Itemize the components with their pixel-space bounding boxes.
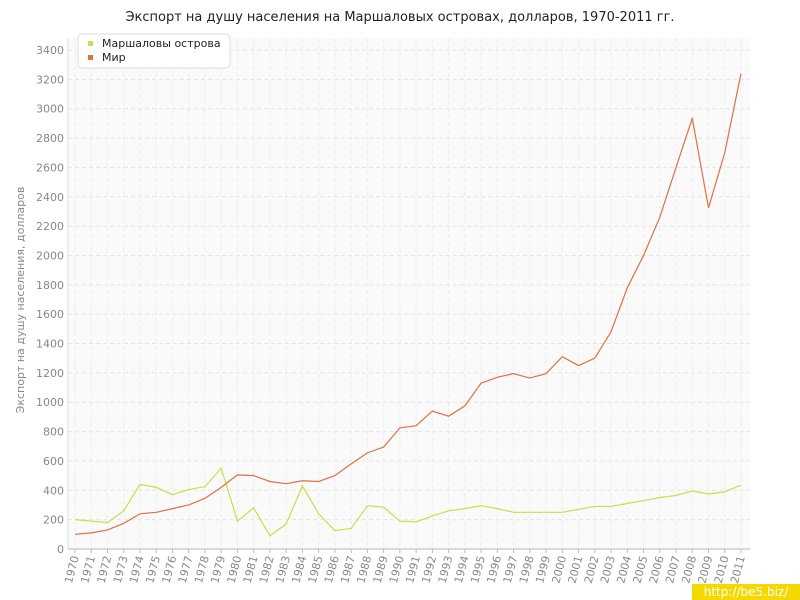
plot-area [68, 38, 750, 550]
y-tick-label: 1400 [36, 338, 64, 351]
y-axis-label: Экспорт на душу населения, долларов [14, 187, 27, 414]
y-tick-label: 1800 [36, 279, 64, 292]
y-tick-label: 1000 [36, 396, 64, 409]
y-tick-label: 3000 [36, 103, 64, 116]
series-line [74, 467, 742, 537]
y-tick-label: 0 [57, 543, 64, 556]
y-tick-label: 600 [43, 455, 64, 468]
series-line [74, 73, 742, 535]
y-tick-label: 1200 [36, 367, 64, 380]
y-tick-label: 400 [43, 484, 64, 497]
legend-label: Маршаловы острова [102, 37, 221, 50]
chart-title: Экспорт на душу населения на Маршаловых … [125, 10, 674, 25]
y-tick-label: 200 [43, 514, 64, 527]
legend-swatch [88, 55, 93, 60]
y-tick-label: 2200 [36, 220, 64, 233]
y-tick-label: 1600 [36, 308, 64, 321]
y-tick-label: 3400 [36, 44, 64, 57]
legend-swatch [88, 41, 93, 46]
grid: 0 200 400 600 800 1000 1200 1400 1600 1800 2000 220… [36, 38, 750, 585]
watermark-bg [692, 584, 800, 600]
lines [74, 73, 742, 537]
legend-box [77, 33, 231, 69]
watermark: http://be5.biz/ [704, 585, 789, 599]
y-tick-label: 2000 [36, 249, 64, 262]
y-tick-label: 3200 [36, 73, 64, 86]
legend-label: Мир [102, 51, 126, 64]
y-tick-label: 800 [43, 426, 64, 439]
y-tick-label: 2400 [36, 191, 64, 204]
y-tick-label: 2600 [36, 161, 64, 174]
y-tick-label: 2800 [36, 132, 64, 145]
